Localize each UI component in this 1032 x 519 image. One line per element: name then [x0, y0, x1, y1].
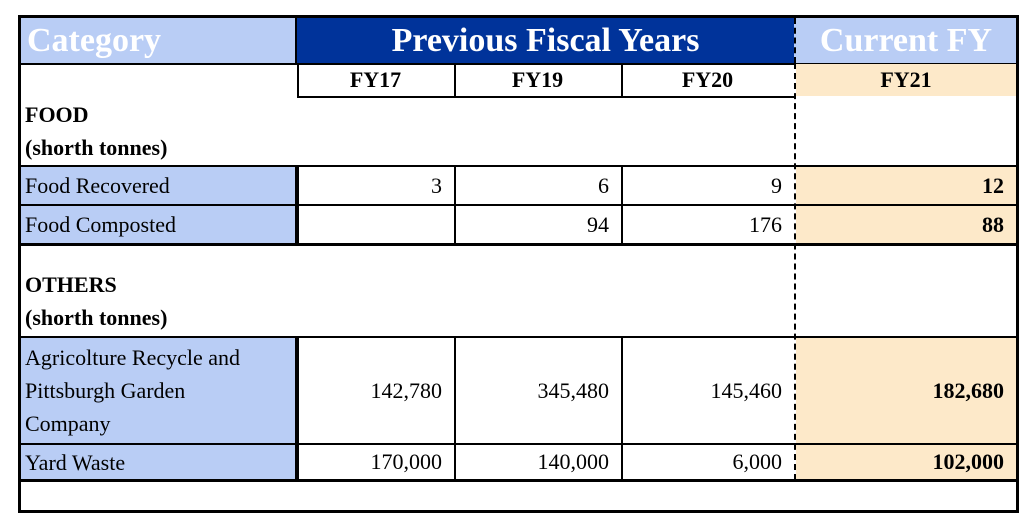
food-section-title: FOOD (shorth tonnes) [21, 98, 297, 164]
agricolture-label-line: Pittsburgh Garden [25, 378, 186, 403]
category-header: Category [21, 18, 297, 63]
food-composted-label: Food Composted [21, 206, 297, 243]
row-divider [21, 479, 1016, 482]
column-divider [621, 336, 623, 480]
others-section-name: OTHERS [25, 272, 117, 297]
year-header-fy21: FY21 [796, 64, 1016, 96]
yard-waste-fy17: 170,000 [370, 449, 443, 474]
column-divider [297, 336, 299, 480]
row-divider [297, 96, 794, 98]
row-divider [21, 336, 1016, 338]
year-header-fy19: FY19 [511, 67, 564, 92]
column-divider [297, 165, 299, 244]
row-divider [21, 63, 1016, 65]
current-fy-separator [794, 63, 796, 480]
previous-fiscal-years-header: Previous Fiscal Years [297, 18, 794, 63]
row-divider [21, 443, 1016, 445]
row-divider [21, 243, 1016, 246]
others-section-title: OTHERS (shorth tonnes) [21, 246, 297, 334]
column-divider [621, 64, 623, 97]
agricolture-fy19: 345,480 [537, 377, 610, 403]
food-section-name: FOOD [25, 102, 89, 127]
agricolture-fy20: 145,460 [710, 377, 783, 403]
yard-waste-fy21: 102,000 [796, 445, 1016, 479]
yard-waste-label: Yard Waste [21, 445, 297, 479]
food-composted-fy20: 176 [749, 211, 782, 237]
column-divider [454, 165, 456, 244]
row-divider [21, 165, 1016, 167]
yard-waste-fy20: 6,000 [732, 449, 783, 474]
waste-table: Category Previous Fiscal Years Current F… [18, 15, 1019, 513]
column-divider [297, 64, 299, 97]
current-fy-header: Current FY [794, 18, 1016, 63]
year-header-fy17: FY17 [349, 67, 402, 92]
agricolture-label-line: Agricolture Recycle and [25, 345, 241, 370]
agricolture-fy21: 182,680 [796, 338, 1016, 443]
food-composted-fy21: 88 [796, 206, 1016, 243]
row-divider [21, 204, 1016, 206]
agricolture-recycle-label: Agricolture Recycle and Pittsburgh Garde… [21, 338, 297, 443]
food-recovered-fy19: 6 [598, 172, 609, 198]
food-recovered-fy17: 3 [431, 172, 442, 198]
column-divider [454, 64, 456, 97]
food-recovered-label: Food Recovered [21, 167, 297, 204]
column-divider [621, 165, 623, 244]
food-recovered-fy21: 12 [796, 167, 1016, 204]
agricolture-fy17: 142,780 [370, 377, 443, 403]
food-composted-fy19: 94 [587, 211, 609, 237]
year-header-fy20: FY20 [681, 67, 734, 92]
food-section-unit: (shorth tonnes) [25, 135, 168, 160]
others-section-unit: (shorth tonnes) [25, 305, 168, 330]
agricolture-label-line: Company [25, 411, 111, 436]
yard-waste-fy19: 140,000 [537, 449, 610, 474]
food-composted-fy17 [297, 206, 454, 243]
column-divider [454, 336, 456, 480]
food-recovered-fy20: 9 [771, 172, 782, 198]
